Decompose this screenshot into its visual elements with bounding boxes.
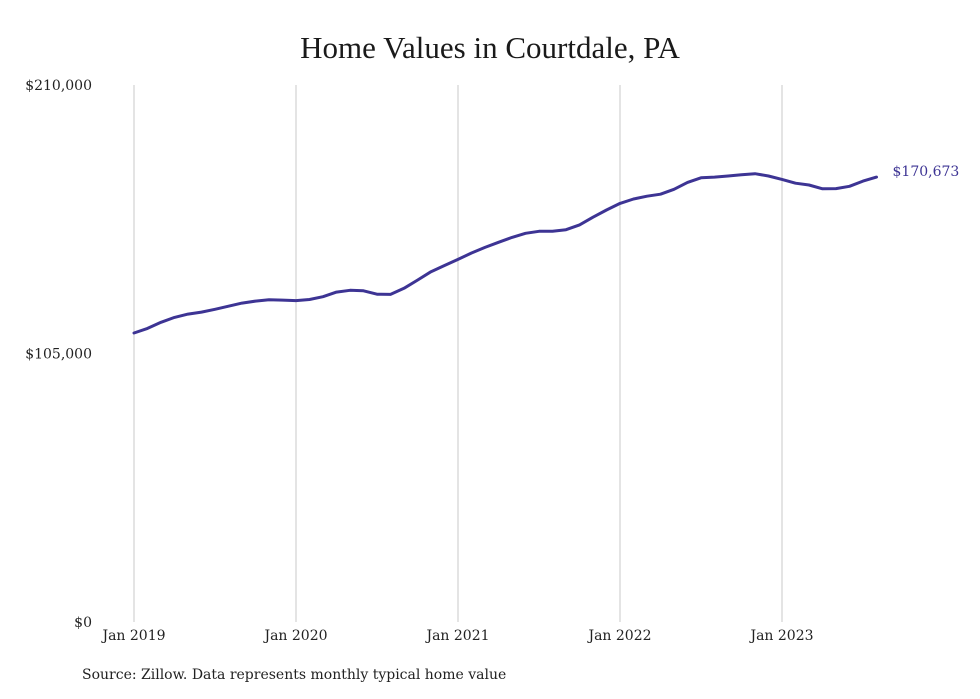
chart-title: Home Values in Courtdale, PA (300, 30, 680, 65)
x-tick-label-1: Jan 2020 (262, 628, 327, 644)
x-tick-label-0: Jan 2019 (100, 628, 165, 644)
y-tick-label-2: $210,000 (25, 78, 92, 94)
x-tick-label-4: Jan 2023 (748, 628, 813, 644)
y-tick-label-1: $105,000 (25, 347, 92, 363)
source-note: Source: Zillow. Data represents monthly … (82, 667, 507, 683)
y-tick-label-0: $0 (74, 615, 92, 631)
end-value-label: $170,673 (893, 164, 960, 180)
x-tick-label-3: Jan 2022 (586, 628, 651, 644)
x-tick-label-2: Jan 2021 (424, 628, 489, 644)
series-line (132, 172, 878, 335)
